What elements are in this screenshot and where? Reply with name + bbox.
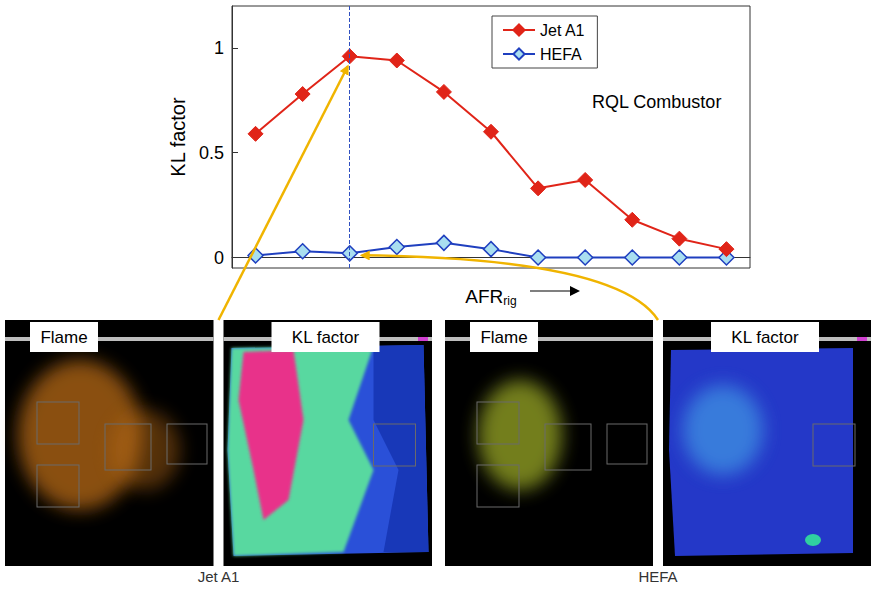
svg-text:1: 1 xyxy=(214,38,224,58)
svg-text:Jet A1: Jet A1 xyxy=(540,22,585,39)
svg-text:KL factor: KL factor xyxy=(731,328,799,347)
svg-text:0: 0 xyxy=(214,248,224,268)
svg-text:AFR: AFR xyxy=(465,286,503,307)
svg-text:KL factor: KL factor xyxy=(167,97,189,177)
svg-text:Jet A1: Jet A1 xyxy=(198,568,240,585)
svg-text:HEFA: HEFA xyxy=(540,46,582,63)
svg-text:Flame: Flame xyxy=(480,328,527,347)
svg-text:rig: rig xyxy=(503,294,516,308)
svg-text:KL factor: KL factor xyxy=(292,328,360,347)
svg-text:Flame: Flame xyxy=(40,328,87,347)
svg-text:HEFA: HEFA xyxy=(638,568,677,585)
svg-text:RQL Combustor: RQL Combustor xyxy=(592,92,721,112)
svg-text:0.5: 0.5 xyxy=(199,143,224,163)
